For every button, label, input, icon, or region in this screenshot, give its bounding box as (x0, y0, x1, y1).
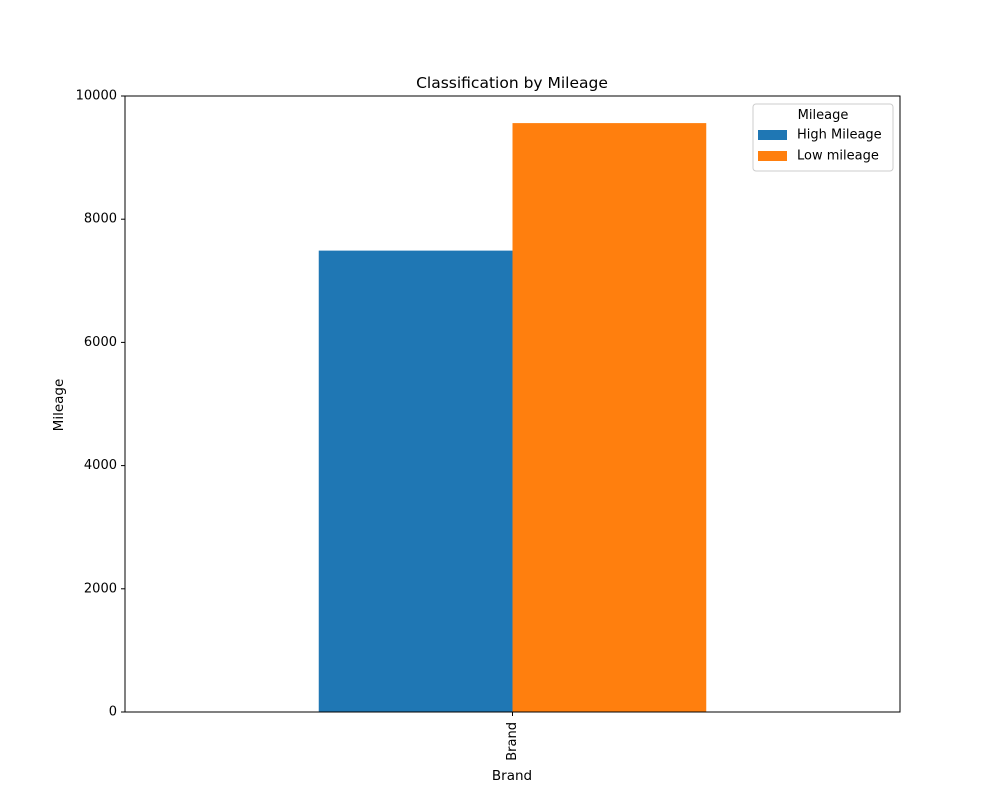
x-axis-label: Brand (492, 768, 532, 784)
ticks-layer: Brand 0 2000 4000 6000 8000 10000 (76, 89, 520, 761)
y-tick-label: 0 (109, 705, 117, 720)
y-tick-label: 6000 (84, 335, 117, 350)
bar-low-mileage (512, 123, 707, 712)
legend-label: Low mileage (797, 149, 879, 164)
legend-label: High Mileage (797, 128, 882, 143)
chart-title: Classification by Mileage (416, 74, 608, 92)
legend-swatch-low-mileage (758, 151, 787, 161)
y-tick-label: 10000 (76, 89, 117, 104)
legend-items: High Mileage Low mileage (758, 128, 882, 164)
legend-swatch-high-mileage (758, 130, 787, 140)
x-tick-label: Brand (505, 722, 520, 761)
y-tick-label: 8000 (84, 212, 117, 227)
y-tick-label: 4000 (84, 458, 117, 473)
legend: Mileage High Mileage Low mileage (752, 103, 894, 172)
legend-title: Mileage (798, 108, 849, 123)
bar-high-mileage (318, 250, 513, 712)
y-axis-label: Mileage (51, 379, 67, 432)
y-tick-label: 2000 (84, 581, 117, 596)
legend-box (752, 103, 894, 172)
plot-layer (318, 123, 707, 712)
